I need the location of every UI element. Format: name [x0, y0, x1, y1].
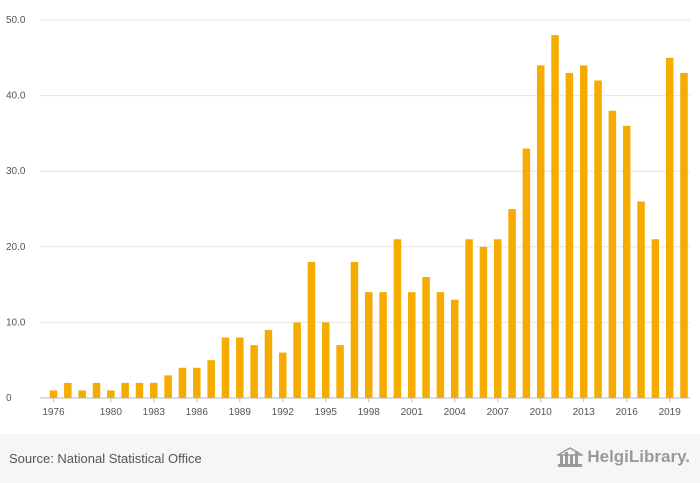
- x-axis: 1976 1980 1983 1986 1989 1992 1995 1998 2001 2004…: [42, 398, 681, 418]
- bar-1990[interactable]: [250, 345, 258, 398]
- bar-1995[interactable]: [322, 322, 330, 398]
- x-tick-label: 1986: [186, 407, 209, 418]
- bar-2017[interactable]: [637, 201, 645, 398]
- bar-1999[interactable]: [379, 292, 387, 398]
- bar-2003[interactable]: [436, 292, 445, 398]
- x-tick-label: 1983: [143, 407, 166, 418]
- x-tick-label: 2004: [444, 407, 467, 418]
- y-axis: 0 10.0 20.0 30.0 40.0 50.0: [6, 15, 26, 404]
- bar-1989[interactable]: [236, 337, 244, 398]
- y-tick-label: 30.0: [6, 166, 26, 177]
- x-tick-label: 2013: [573, 407, 596, 418]
- bar-2009[interactable]: [522, 148, 531, 398]
- bar-1982[interactable]: [135, 382, 144, 398]
- bar-2020[interactable]: [680, 72, 688, 399]
- bar-2012[interactable]: [565, 72, 574, 399]
- bar-1977[interactable]: [64, 382, 72, 398]
- bar-1983[interactable]: [150, 382, 158, 398]
- x-tick-label: 2016: [616, 407, 639, 418]
- bar-2018[interactable]: [651, 239, 660, 398]
- x-tick-label: 2001: [401, 407, 424, 418]
- x-tick-label: 1995: [315, 407, 338, 418]
- bar-1998[interactable]: [365, 292, 373, 398]
- bar-1978[interactable]: [78, 390, 86, 398]
- x-tick-label: 1998: [358, 407, 381, 418]
- bar-1994[interactable]: [307, 261, 316, 398]
- bar-2010[interactable]: [536, 65, 545, 399]
- x-tick-label: 2010: [530, 407, 553, 418]
- bar-2014[interactable]: [594, 80, 602, 398]
- bar-1993[interactable]: [293, 322, 301, 398]
- bar-2004[interactable]: [450, 299, 459, 398]
- source-note: Source: National Statistical Office: [9, 451, 202, 466]
- bar-2005[interactable]: [465, 239, 473, 398]
- bar-1991[interactable]: [264, 329, 273, 398]
- bar-2002[interactable]: [422, 277, 430, 398]
- x-tick-label: 2019: [659, 407, 682, 418]
- bar-1981[interactable]: [121, 382, 129, 398]
- bar-2007[interactable]: [493, 239, 502, 398]
- bar-2011[interactable]: [551, 35, 559, 399]
- x-tick-label: 1992: [272, 407, 295, 418]
- bar-1987[interactable]: [207, 360, 215, 398]
- bar-1992[interactable]: [279, 352, 287, 398]
- bar-2013[interactable]: [579, 65, 588, 399]
- bar-2000[interactable]: [393, 239, 402, 398]
- bar-1988[interactable]: [221, 337, 230, 398]
- y-tick-label: 20.0: [6, 242, 26, 253]
- bar-series: [49, 35, 688, 399]
- bar-2006[interactable]: [479, 246, 488, 398]
- bar-1997[interactable]: [350, 261, 359, 398]
- bar-1996[interactable]: [336, 345, 344, 398]
- bar-2008[interactable]: [508, 209, 516, 398]
- bar-1980[interactable]: [107, 390, 115, 398]
- logo-text: HelgiLibrary.: [587, 447, 690, 466]
- bar-2015[interactable]: [608, 110, 617, 398]
- y-tick-label: 40.0: [6, 91, 26, 102]
- bar-2019[interactable]: [665, 57, 674, 399]
- y-tick-label: 10.0: [6, 317, 26, 328]
- bar-2001[interactable]: [408, 292, 416, 398]
- bar-1986[interactable]: [193, 367, 201, 398]
- x-tick-label: 2007: [487, 407, 510, 418]
- x-tick-label: 1976: [42, 407, 65, 418]
- bar-1979[interactable]: [92, 382, 101, 398]
- helgilibrary-logo[interactable]: HelgiLibrary.: [557, 446, 690, 468]
- bar-1985[interactable]: [178, 367, 187, 398]
- footer: Source: National Statistical Office Helg…: [0, 434, 700, 483]
- x-tick-label: 1980: [100, 407, 123, 418]
- bar-chart: 1976 1980 1983 1986 1989 1992 1995 1998 2001 2004…: [6, 15, 690, 418]
- y-tick-label: 0: [6, 393, 12, 404]
- x-tick-label: 1989: [229, 407, 252, 418]
- gridlines: [40, 19, 690, 399]
- bar-2016[interactable]: [622, 125, 631, 398]
- bar-1976[interactable]: [49, 390, 58, 398]
- library-building-icon: [557, 447, 584, 467]
- bar-1984[interactable]: [164, 375, 172, 398]
- y-tick-label: 50.0: [6, 15, 26, 26]
